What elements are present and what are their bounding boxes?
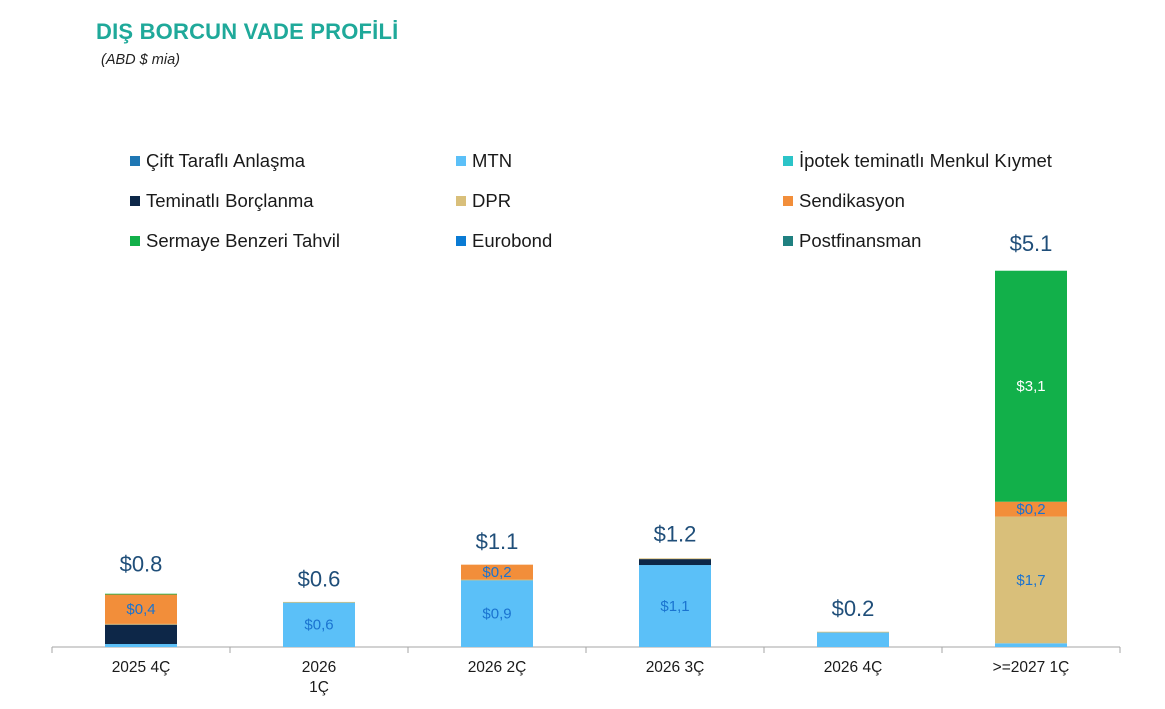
legend-swatch (783, 236, 793, 246)
bar-segment (639, 559, 711, 566)
legend-label: Postfinansman (799, 230, 922, 251)
legend-label: Çift Taraflı Anlaşma (146, 150, 306, 171)
legend-label: İpotek teminatlı Menkul Kıymet (799, 150, 1052, 171)
bar-segment (461, 564, 533, 580)
bar-segment-label: $0,2 (1016, 501, 1045, 518)
legend-label: Eurobond (472, 230, 553, 251)
bar-segment-label: $0,9 (482, 605, 511, 622)
bar-segment (105, 644, 177, 647)
bar-segment (995, 643, 1067, 647)
chart-subtitle: (ABD $ mia) (101, 52, 180, 68)
legend-item: Eurobond (456, 230, 552, 252)
legend-item: MTN (456, 150, 512, 172)
bar-segment-label: $0,2 (482, 564, 511, 581)
legend-item: Sendikasyon (783, 190, 905, 212)
legend-swatch (130, 156, 140, 166)
legend-item: Postfinansman (783, 230, 921, 252)
legend-label: Sermaye Benzeri Tahvil (146, 230, 340, 251)
bar-segment (995, 501, 1067, 517)
bar-segment (283, 602, 355, 647)
x-tick-label: 2026 4Ç (824, 659, 883, 676)
bar-segment-label: $1,7 (1016, 572, 1045, 589)
legend-swatch (456, 156, 466, 166)
bar-segment-label: $0,4 (126, 601, 155, 618)
bar-total-label: $0.2 (832, 596, 875, 621)
legend-swatch (783, 156, 793, 166)
bar-segment (105, 594, 177, 624)
legend-swatch (456, 236, 466, 246)
legend-item: Sermaye Benzeri Tahvil (130, 230, 340, 252)
chart-legend: Çift Taraflı Anlaşma MTN İpotek teminatlı … (130, 150, 1130, 260)
legend-swatch (130, 196, 140, 206)
bar-segment (817, 631, 889, 633)
bar-total-label: $0.8 (120, 551, 163, 576)
bar-segment-label: $1,1 (660, 598, 689, 615)
legend-item: Teminatlı Borçlanma (130, 190, 314, 212)
legend-swatch (456, 196, 466, 206)
bar-segment (461, 579, 533, 581)
legend-label: DPR (472, 190, 512, 211)
x-tick-label: 1Ç (309, 679, 329, 696)
bar-segment (817, 632, 889, 647)
bar-total-label: $5.1 (1010, 231, 1053, 256)
bar-segment (995, 516, 1067, 644)
bar-total-label: $1.2 (654, 522, 697, 547)
bar-segment (105, 593, 177, 595)
x-tick-label: 2025 4Ç (112, 659, 171, 676)
legend-item: Çift Taraflı Anlaşma (130, 150, 305, 172)
chart-title: DIŞ BORCUN VADE PROFİLİ (96, 19, 399, 44)
bar-segment (283, 601, 355, 603)
bar-segment (639, 558, 711, 560)
bar-segment-label: $3,1 (1016, 378, 1045, 395)
bar-segment (995, 270, 1067, 502)
x-tick-label: 2026 (302, 659, 336, 676)
legend-label: MTN (472, 150, 513, 171)
legend-swatch (130, 236, 140, 246)
legend-item: DPR (456, 190, 511, 212)
bar-total-label: $0.6 (298, 566, 341, 591)
x-tick-label: >=2027 1Ç (993, 659, 1070, 676)
x-tick-label: 2026 3Ç (646, 659, 705, 676)
legend-swatch (783, 196, 793, 206)
bar-segment (105, 624, 177, 645)
legend-label: Sendikasyon (799, 190, 905, 211)
bar-segment (639, 565, 711, 647)
legend-item: İpotek teminatlı Menkul Kıymet (783, 150, 1052, 172)
bar-segment-label: $0,6 (304, 617, 333, 634)
bar-total-label: $1.1 (476, 529, 519, 554)
bar-segment (105, 623, 177, 625)
x-tick-label: 2026 2Ç (468, 659, 527, 676)
legend-label: Teminatlı Borçlanma (146, 190, 314, 211)
bar-segment (461, 579, 533, 647)
